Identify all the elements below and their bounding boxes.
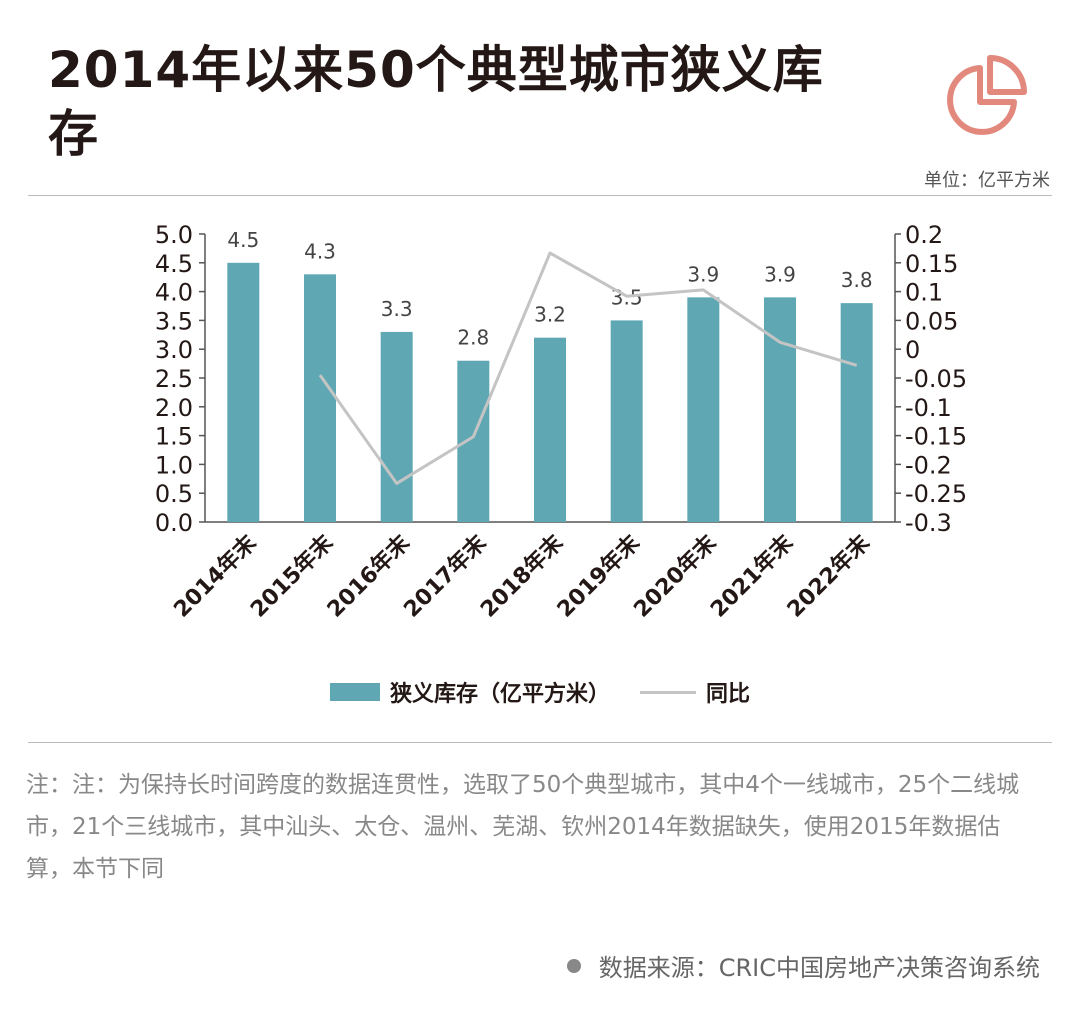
bar bbox=[840, 303, 873, 522]
bar-data-label: 3.2 bbox=[534, 303, 566, 327]
left-tick-label: 0.0 bbox=[155, 509, 193, 537]
x-tick-label: 2015年末 bbox=[245, 529, 339, 623]
chart-area: 0.00.51.01.52.02.53.03.54.04.55.0 -0.3-0… bbox=[155, 221, 967, 623]
right-tick-label: -0.3 bbox=[905, 509, 952, 537]
x-tick-label: 2022年末 bbox=[782, 529, 876, 623]
right-tick-label: -0.15 bbox=[905, 423, 967, 451]
bar-data-label: 3.9 bbox=[687, 262, 719, 286]
bar bbox=[764, 297, 796, 522]
left-axis: 0.00.51.01.52.02.53.03.54.04.55.0 bbox=[155, 221, 895, 537]
legend: 狭义库存（亿平方米） 同比 bbox=[0, 676, 1080, 708]
x-tick-label: 2014年末 bbox=[169, 529, 263, 623]
unit-label: 单位：亿平方米 bbox=[924, 170, 1050, 191]
legend-line-label: 同比 bbox=[706, 682, 751, 707]
x-tick-label: 2020年末 bbox=[629, 529, 723, 623]
left-tick-label: 2.0 bbox=[155, 394, 193, 422]
right-tick-label: -0.25 bbox=[905, 480, 967, 508]
right-tick-label: 0.1 bbox=[905, 279, 943, 307]
x-tick-label: 2021年末 bbox=[705, 529, 799, 623]
bar-data-label: 3.8 bbox=[841, 268, 873, 292]
left-tick-label: 0.5 bbox=[155, 480, 193, 508]
left-tick-label: 5.0 bbox=[155, 221, 193, 249]
page-title: 2014年以来50个典型城市狭义库存 bbox=[48, 41, 824, 163]
bar bbox=[534, 337, 566, 522]
bar-data-label: 4.5 bbox=[227, 228, 259, 252]
bullet-icon bbox=[566, 958, 581, 973]
right-tick-label: 0.05 bbox=[905, 307, 958, 335]
bar bbox=[687, 297, 720, 522]
left-tick-label: 1.5 bbox=[155, 423, 193, 451]
bar-data-label: 3.9 bbox=[764, 262, 796, 286]
bar bbox=[610, 320, 643, 522]
footnote: 注：注：为保持长时间跨度的数据连贯性，选取了50个典型城市，其中4个一线城市，2… bbox=[26, 772, 1020, 882]
bar bbox=[380, 331, 413, 522]
right-tick-label: -0.1 bbox=[905, 394, 952, 422]
left-tick-label: 3.5 bbox=[155, 307, 193, 335]
right-tick-label: 0 bbox=[905, 336, 920, 364]
source-text: 数据来源：CRIC中国房地产决策咨询系统 bbox=[598, 954, 1040, 982]
x-axis-labels: 2014年末2015年末2016年末2017年末2018年末2019年末2020… bbox=[169, 529, 876, 623]
x-tick-label: 2018年末 bbox=[475, 529, 569, 623]
middle-divider bbox=[28, 742, 1052, 743]
right-axis: -0.3-0.25-0.2-0.15-0.1-0.0500.050.10.150… bbox=[894, 221, 967, 537]
legend-bar-label: 狭义库存（亿平方米） bbox=[389, 682, 610, 707]
bar bbox=[304, 274, 336, 522]
x-tick-label: 2019年末 bbox=[552, 529, 646, 623]
top-divider bbox=[28, 195, 1052, 196]
right-tick-label: -0.05 bbox=[905, 365, 967, 393]
left-tick-label: 3.0 bbox=[155, 336, 193, 364]
line-path bbox=[318, 251, 858, 485]
bar-data-label: 3.3 bbox=[381, 297, 413, 321]
bar-series bbox=[227, 262, 873, 522]
left-tick-label: 1.0 bbox=[155, 451, 193, 479]
bar-data-label: 2.8 bbox=[457, 326, 489, 350]
legend-bar-swatch bbox=[329, 683, 380, 701]
line-series bbox=[318, 251, 858, 485]
x-tick-label: 2017年末 bbox=[399, 529, 493, 623]
left-tick-label: 2.5 bbox=[155, 365, 193, 393]
source-line: 数据来源：CRIC中国房地产决策咨询系统 bbox=[566, 948, 1040, 983]
pie-chart-icon bbox=[947, 55, 1027, 135]
bar bbox=[457, 360, 490, 522]
left-tick-label: 4.5 bbox=[155, 250, 193, 278]
right-tick-label: 0.15 bbox=[905, 250, 958, 278]
x-tick-label: 2016年末 bbox=[322, 529, 416, 623]
left-tick-label: 4.0 bbox=[155, 279, 193, 307]
bar-data-label: 4.3 bbox=[304, 239, 336, 263]
right-tick-label: 0.2 bbox=[905, 221, 943, 249]
right-tick-label: -0.2 bbox=[905, 451, 952, 479]
legend-line-swatch bbox=[640, 690, 696, 694]
bar bbox=[227, 262, 260, 522]
